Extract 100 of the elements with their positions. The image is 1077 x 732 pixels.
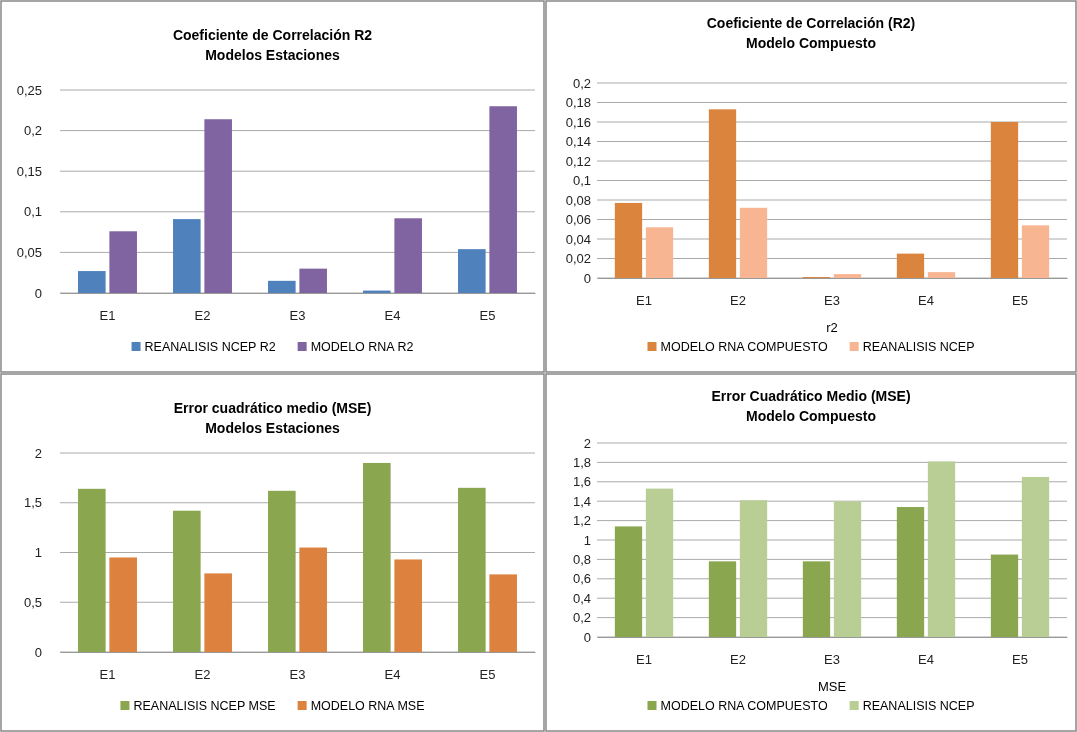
bar: [268, 490, 296, 652]
bar: [614, 526, 643, 637]
legend-label: MODELO RNA R2: [310, 340, 414, 354]
x-tick-label: E1: [636, 293, 652, 309]
y-tick-label: 1: [34, 545, 42, 561]
y-tick-label: 1,8: [572, 455, 591, 471]
x-tick-label: E5: [1012, 293, 1028, 309]
bar: [109, 231, 137, 293]
bar: [833, 501, 862, 637]
y-tick-label: 0: [34, 285, 42, 301]
x-tick-label: E3: [289, 308, 306, 324]
bar: [614, 202, 643, 278]
x-axis-title: r2: [826, 320, 838, 335]
y-tick-label: 1,4: [572, 493, 591, 509]
bar: [394, 218, 422, 293]
y-tick-label: 0,2: [572, 75, 591, 91]
y-tick-label: 0,15: [16, 163, 42, 179]
y-tick-label: 0,14: [565, 134, 591, 150]
legend-label: REANALISIS NCEP: [862, 699, 975, 713]
x-tick-label: E4: [384, 308, 401, 324]
bar: [645, 488, 674, 637]
bar: [802, 561, 831, 637]
bar: [173, 219, 201, 293]
x-tick-label: E1: [99, 667, 116, 683]
y-tick-label: 0,18: [565, 95, 591, 111]
y-tick-label: 0,16: [565, 114, 591, 130]
y-tick-label: 0,04: [565, 231, 591, 247]
bar: [990, 554, 1019, 637]
bar: [1021, 476, 1050, 637]
bar: [173, 510, 201, 652]
y-tick-label: 0,02: [565, 251, 591, 267]
bar: [394, 559, 422, 652]
legend-label: REANALISIS NCEP R2: [144, 340, 276, 354]
bar: [927, 461, 956, 637]
legend-label: REANALISIS NCEP: [862, 340, 975, 354]
y-tick-label: 0: [34, 644, 42, 660]
y-tick-label: 0,8: [572, 552, 591, 568]
x-tick-label: E4: [918, 652, 934, 668]
y-tick-label: 0,4: [572, 590, 591, 606]
legend-label: MODELO RNA COMPUESTO: [660, 340, 828, 354]
bar: [299, 268, 327, 293]
bar: [363, 462, 391, 652]
bar: [708, 561, 737, 637]
x-tick-label: E2: [730, 293, 746, 309]
bar: [268, 280, 296, 293]
x-tick-label: E2: [194, 308, 211, 324]
bar: [78, 271, 106, 293]
x-tick-label: E2: [194, 667, 211, 683]
bar: [990, 122, 1019, 278]
y-tick-label: 0,12: [565, 153, 591, 169]
y-tick-label: 0: [583, 629, 591, 645]
y-tick-label: 0,2: [23, 123, 42, 139]
y-tick-label: 0,08: [565, 192, 591, 208]
y-tick-label: 1,6: [572, 474, 591, 490]
y-tick-label: 0: [583, 270, 591, 286]
x-tick-label: E5: [479, 667, 496, 683]
bar: [299, 547, 327, 652]
bar: [458, 249, 486, 293]
bar: [896, 507, 925, 637]
x-tick-label: E5: [479, 308, 496, 324]
y-tick-label: 0,5: [23, 594, 42, 610]
bar: [896, 253, 925, 278]
bar: [78, 488, 106, 652]
bar: [204, 573, 232, 652]
y-tick-label: 1,5: [23, 495, 42, 511]
y-tick-label: 0,1: [23, 204, 42, 220]
y-tick-label: 1: [583, 532, 591, 548]
x-axis-title: MSE: [817, 679, 847, 694]
x-tick-label: E3: [824, 652, 840, 668]
y-tick-label: 2: [34, 445, 42, 461]
bar: [489, 574, 517, 652]
legend-label: REANALISIS NCEP MSE: [133, 699, 276, 713]
y-tick-label: 0,06: [565, 212, 591, 228]
chart-title: Coeficiente de Correlación R2 Modelos Estaciones: [172, 27, 373, 63]
y-tick-label: 0,6: [572, 571, 591, 587]
x-tick-label: E5: [1012, 652, 1028, 668]
x-tick-label: E4: [384, 667, 401, 683]
legend-label: MODELO RNA COMPUESTO: [660, 699, 828, 713]
y-tick-label: 0,2: [572, 610, 591, 626]
bar: [739, 207, 768, 278]
bar: [204, 119, 232, 293]
bar: [489, 106, 517, 293]
y-tick-label: 0,25: [16, 82, 42, 98]
chart-title: Error cuadrático medio (MSE) Modelos Estaciones: [173, 400, 372, 436]
bar: [645, 227, 674, 278]
x-tick-label: E1: [636, 652, 652, 668]
x-tick-label: E4: [918, 293, 934, 309]
y-tick-label: 1,2: [572, 513, 591, 529]
x-tick-label: E2: [730, 652, 746, 668]
bar: [109, 557, 137, 652]
bar: [739, 500, 768, 637]
x-tick-label: E3: [824, 293, 840, 309]
x-tick-label: E1: [99, 308, 116, 324]
y-tick-label: 2: [583, 435, 591, 451]
bar: [1021, 225, 1050, 278]
y-tick-label: 0,05: [16, 245, 42, 261]
x-tick-label: E3: [289, 667, 306, 683]
bar: [927, 272, 956, 278]
y-tick-label: 0,1: [572, 173, 591, 189]
chart-title: Error Cuadrático Medio (MSE) Modelo Compuesto: [711, 388, 911, 424]
